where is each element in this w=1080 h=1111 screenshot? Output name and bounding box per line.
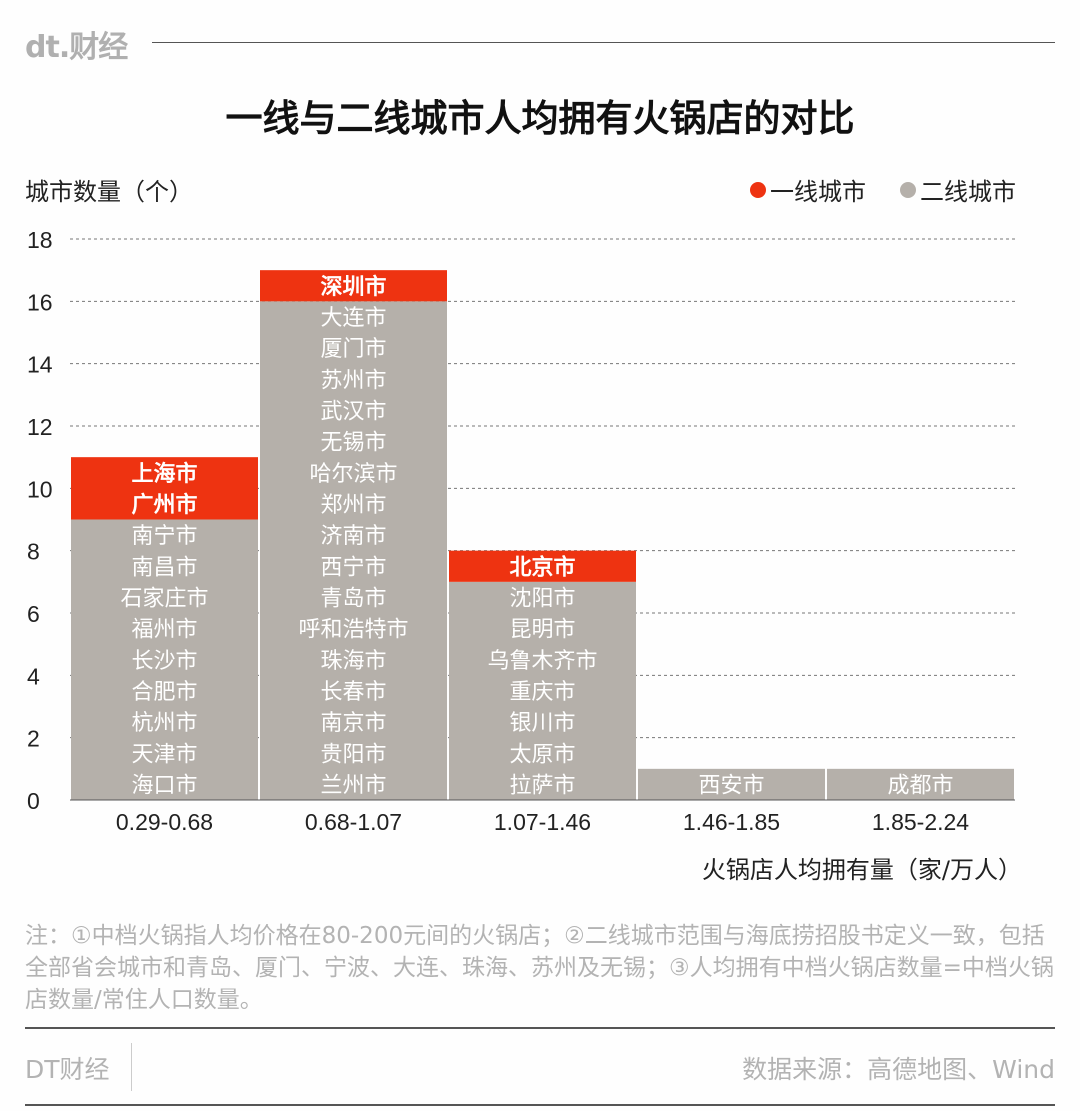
city-label-tier2: 武汉市 <box>320 399 386 424</box>
city-label-tier2: 成都市 <box>887 773 953 798</box>
city-label-tier2: 重庆市 <box>509 680 575 705</box>
logo: dt.财经 <box>25 30 128 65</box>
city-label-tier2: 哈尔滨市 <box>309 462 397 487</box>
bar-tier2 <box>449 581 636 800</box>
legend-swatch-tier1 <box>750 181 766 198</box>
x-tick-label: 0.68-1.07 <box>305 809 402 835</box>
city-label-tier2: 大连市 <box>320 306 386 331</box>
y-axis-label: 城市数量（个） <box>25 178 193 206</box>
footer-separator <box>131 1043 132 1091</box>
y-tick-label: 6 <box>27 601 40 627</box>
legend-item-tier1: 一线城市 <box>750 172 866 207</box>
city-label-tier2: 沈阳市 <box>509 586 575 611</box>
city-label-tier2: 西宁市 <box>320 555 386 580</box>
legend-label-tier2: 二线城市 <box>920 178 1016 206</box>
y-tick-label: 14 <box>27 352 53 378</box>
city-label-tier2: 昆明市 <box>509 618 575 643</box>
footer-divider-bottom <box>25 1104 1055 1106</box>
x-axis-label: 火锅店人均拥有量（家/万人） <box>701 856 1022 884</box>
city-label-tier2: 贵阳市 <box>320 742 386 767</box>
bar-tier2 <box>71 519 258 800</box>
y-tick-label: 4 <box>27 663 40 689</box>
legend-label-tier1: 一线城市 <box>770 178 866 206</box>
city-label-tier2: 厦门市 <box>320 337 386 362</box>
city-label-tier2: 长沙市 <box>131 649 197 674</box>
city-label-tier2: 乌鲁木齐市 <box>487 649 597 674</box>
city-label-tier2: 海口市 <box>131 773 197 798</box>
city-label-tier2: 西安市 <box>698 773 764 798</box>
city-label-tier2: 无锡市 <box>320 431 386 456</box>
bar-tier1 <box>71 457 258 520</box>
y-tick-label: 10 <box>27 476 53 502</box>
city-label-tier2: 福州市 <box>131 618 197 643</box>
city-label-tier2: 南京市 <box>320 711 386 736</box>
city-label-tier2: 郑州市 <box>320 493 386 518</box>
x-tick-label: 0.29-0.68 <box>116 809 213 835</box>
legend: 一线城市 二线城市 <box>750 172 1016 207</box>
city-label-tier2: 杭州市 <box>131 711 197 736</box>
y-tick-label: 0 <box>27 788 40 814</box>
city-label-tier1: 上海市 <box>131 461 197 487</box>
city-label-tier2: 兰州市 <box>320 773 386 798</box>
legend-swatch-tier2 <box>900 181 916 198</box>
x-tick-label: 1.46-1.85 <box>683 809 780 835</box>
bar-tier1 <box>260 270 447 302</box>
city-label-tier2: 苏州市 <box>320 368 386 393</box>
city-label-tier2: 呼和浩特市 <box>298 618 408 643</box>
city-label-tier1: 广州市 <box>131 492 197 518</box>
data-source: 数据来源：高德地图、Wind <box>742 1055 1055 1084</box>
y-tick-label: 12 <box>27 414 53 440</box>
footnote: 注：①中档火锅指人均价格在80-200元间的火锅店；②二线城市范围与海底捞招股书… <box>25 923 1054 1013</box>
city-label-tier1: 深圳市 <box>320 274 386 300</box>
footer-divider-top <box>25 1027 1055 1029</box>
city-label-tier2: 太原市 <box>509 742 575 767</box>
city-label-tier2: 石家庄市 <box>120 586 208 611</box>
bar-tier2 <box>638 768 825 800</box>
city-label-tier2: 合肥市 <box>131 680 197 705</box>
city-label-tier2: 长春市 <box>320 680 386 705</box>
city-label-tier2: 拉萨市 <box>509 773 575 798</box>
chart-title: 一线与二线城市人均拥有火锅店的对比 <box>225 97 855 140</box>
city-label-tier2: 银川市 <box>509 711 575 736</box>
bar-tier2 <box>827 768 1014 800</box>
x-tick-label: 1.85-2.24 <box>872 809 969 835</box>
chart-plot: 0 2 4 6 8 10 12 14 16 18 上海市广州市南宁市南昌市石家庄市福州市长沙市合肥市… <box>27 227 1015 835</box>
legend-item-tier2: 二线城市 <box>900 172 1016 207</box>
bar-tier1 <box>449 550 636 582</box>
city-label-tier2: 天津市 <box>131 742 197 767</box>
city-label-tier2: 青岛市 <box>320 586 386 611</box>
bar-tier2 <box>260 301 447 800</box>
city-label-tier2: 南宁市 <box>131 524 197 549</box>
y-tick-label: 8 <box>27 539 40 565</box>
city-label-tier2: 南昌市 <box>131 555 197 580</box>
city-label-tier1: 北京市 <box>509 554 575 580</box>
y-tick-label: 2 <box>27 726 40 752</box>
city-label-tier2: 济南市 <box>320 524 386 549</box>
footer-brand: DT财经 <box>25 1055 110 1084</box>
y-tick-label: 16 <box>27 289 53 315</box>
x-tick-label: 1.07-1.46 <box>494 809 591 835</box>
header-divider <box>152 42 1055 43</box>
city-label-tier2: 珠海市 <box>320 649 386 674</box>
y-tick-label: 18 <box>27 227 53 253</box>
